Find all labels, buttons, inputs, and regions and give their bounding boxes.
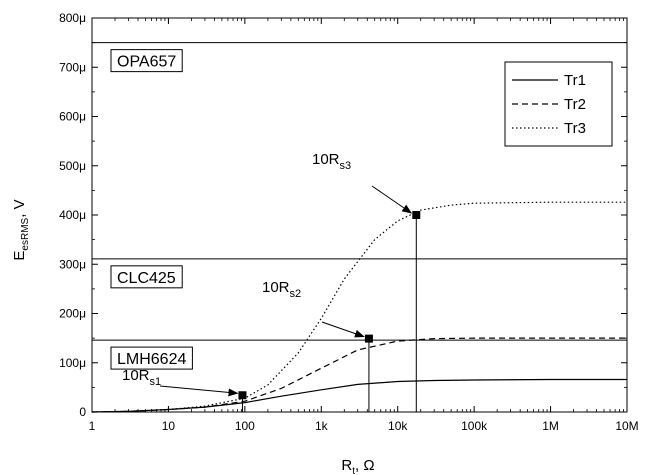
y-tick-label: 200μ [59, 307, 86, 321]
marker-label-s3: 10Rs3 [312, 151, 351, 172]
legend-label-tr3: Tr3 [564, 120, 586, 137]
y-tick-label: 400μ [59, 208, 86, 222]
x-tick-label: 1M [542, 419, 559, 433]
y-tick-label: 300μ [59, 257, 86, 271]
x-tick-label: 100k [461, 419, 488, 433]
y-tick-label: 800μ [59, 11, 86, 25]
series-line-tr1 [91, 378, 627, 413]
x-tick-label: 100 [235, 419, 255, 433]
y-tick-label: 700μ [59, 60, 86, 74]
marker-label-subscript: s3 [340, 160, 352, 172]
marker-arrow [371, 185, 413, 214]
x-tick-label: 1 [89, 419, 96, 433]
marker-point [412, 211, 421, 219]
legend-box [504, 61, 613, 147]
marker-label-main: 10R [312, 151, 340, 168]
series-lines [91, 201, 627, 413]
legend-label-tr1: Tr1 [564, 72, 586, 89]
reference-label-box [110, 49, 183, 73]
legend-label-tr2: Tr2 [564, 96, 586, 113]
x-tick-label: 1k [315, 419, 329, 433]
marker-arrow [159, 385, 239, 397]
marker-arrow [321, 321, 365, 338]
y-tick-label: 100μ [59, 356, 86, 370]
reference-label-lmh6624: LMH6624 [117, 351, 186, 368]
x-tick-label: 10k [388, 419, 408, 433]
marker-label-subscript: s1 [150, 376, 162, 388]
marker-label-main: 10R [262, 279, 290, 296]
reference-labels: OPA657 CLC425 LMH6624 [110, 49, 193, 370]
y-tick-label: 500μ [59, 159, 86, 173]
marker-label-s1: 10Rs1 [122, 367, 161, 388]
y-axis-label: EesRMS, V [11, 199, 31, 260]
y-tick-label: 600μ [59, 110, 86, 124]
marker-label-s2: 10Rs2 [262, 279, 301, 300]
marker-label-main: 10R [122, 367, 150, 384]
marker-point [238, 391, 247, 400]
x-axis-label: Rt, Ω [341, 457, 374, 475]
reference-label-box [110, 265, 183, 289]
reference-label-opa657: OPA657 [117, 54, 176, 71]
x-tick-label: 10 [162, 419, 176, 433]
series-line-tr2 [91, 337, 627, 413]
x-tick-label: 10M [615, 419, 638, 433]
plot-frame [91, 17, 628, 413]
y-tick-label: 0 [79, 405, 86, 419]
series-line-tr3 [91, 201, 627, 413]
reference-label-clc425: CLC425 [117, 270, 176, 287]
marker-label-subscript: s2 [290, 288, 302, 300]
marker-point [364, 334, 373, 343]
legend: Tr1 Tr2 Tr3 [504, 61, 613, 147]
reference-label-box [110, 346, 193, 370]
